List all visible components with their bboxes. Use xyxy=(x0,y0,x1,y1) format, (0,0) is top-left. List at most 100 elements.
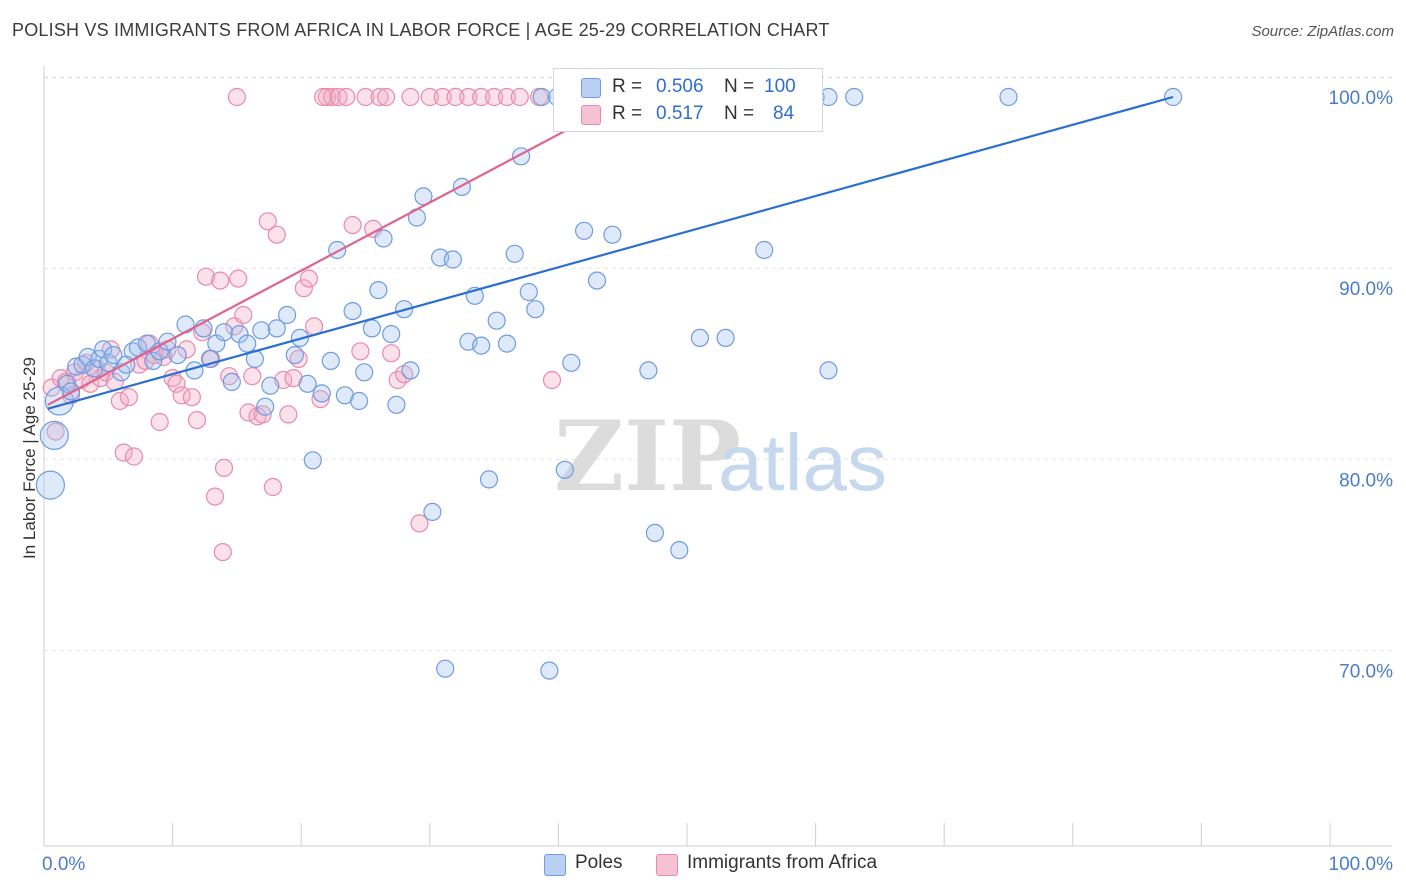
africa-point xyxy=(497,87,517,107)
africa-point xyxy=(329,87,348,107)
poles-point xyxy=(94,340,113,359)
poles-point xyxy=(562,353,581,372)
poles-point xyxy=(285,346,304,365)
poles-point xyxy=(526,300,545,319)
poles-trend-line xyxy=(47,95,1174,410)
poles-point xyxy=(252,321,271,340)
poles-point xyxy=(690,328,710,347)
africa-point xyxy=(258,212,277,231)
africa-point xyxy=(239,403,258,422)
poles-point xyxy=(261,376,280,395)
legend-n-value-poles: 100 xyxy=(764,76,796,97)
x-tick-label: 0.0% xyxy=(42,854,85,875)
africa-point xyxy=(351,342,370,361)
africa-point xyxy=(211,271,230,290)
legend-r-value-poles: 0.506 xyxy=(656,76,704,97)
x-tick-label: 100.0% xyxy=(1329,854,1394,875)
africa-point xyxy=(343,216,362,235)
africa-point xyxy=(510,87,529,107)
watermark: ZIP atlas xyxy=(554,400,887,513)
y-tick-label: 70.0% xyxy=(1339,662,1393,683)
poles-point xyxy=(78,347,97,367)
poles-point xyxy=(487,311,506,330)
poles-point xyxy=(238,334,257,353)
poles-point xyxy=(104,346,123,365)
poles-point xyxy=(555,460,574,479)
poles-point xyxy=(298,374,317,393)
africa-point xyxy=(150,412,169,432)
poles-point xyxy=(350,391,369,411)
poles-point xyxy=(819,361,838,380)
poles-point xyxy=(423,502,442,521)
y-tick-label: 90.0% xyxy=(1339,279,1393,300)
poles-point xyxy=(374,229,393,248)
poles-point xyxy=(312,384,331,403)
poles-point xyxy=(369,281,388,300)
poles-point xyxy=(519,282,538,302)
poles-point xyxy=(278,305,297,325)
poles-point xyxy=(35,470,66,500)
y-axis-title: In Labor Force | Age 25-29 xyxy=(20,357,39,559)
chart-title: POLISH VS IMMIGRANTS FROM AFRICA IN LABO… xyxy=(12,20,830,40)
poles-point xyxy=(303,451,322,470)
poles-point xyxy=(176,315,195,334)
poles-point xyxy=(222,372,241,391)
poles-point xyxy=(355,363,374,382)
poles-point xyxy=(230,325,249,344)
africa-point xyxy=(446,87,465,107)
africa-point xyxy=(234,305,253,325)
africa-point xyxy=(205,487,225,506)
poles-point xyxy=(321,351,340,370)
africa-point xyxy=(46,422,65,441)
correlation-legend: R = 0.506 N = 100 R = 0.517 N = 84 xyxy=(553,68,823,132)
africa-point xyxy=(337,87,356,107)
poles-point xyxy=(472,336,491,355)
y-tick-label: 100.0% xyxy=(1329,88,1394,109)
africa-point xyxy=(433,87,452,107)
africa-point xyxy=(214,458,234,477)
africa-point xyxy=(110,391,130,411)
africa-point xyxy=(114,443,133,462)
poles-point xyxy=(267,319,286,338)
poles-point xyxy=(436,659,455,678)
africa-point xyxy=(263,477,282,497)
poles-point xyxy=(39,420,69,450)
africa-point xyxy=(459,87,478,107)
africa-point xyxy=(227,87,246,107)
poles-point xyxy=(479,470,499,489)
africa-swatch-icon xyxy=(581,105,601,125)
africa-point xyxy=(382,344,401,363)
poles-legend-icon xyxy=(544,854,566,876)
africa-point xyxy=(243,367,262,386)
poles-point xyxy=(144,351,163,370)
poles-point xyxy=(639,361,658,380)
legend-row-africa: R = 0.517 N = 84 xyxy=(554,101,822,127)
poles-point xyxy=(382,325,401,344)
legend-n-label: N = xyxy=(724,76,755,97)
poles-point xyxy=(452,177,471,196)
africa-point xyxy=(119,388,138,407)
africa-point xyxy=(472,87,491,107)
poles-point xyxy=(505,244,524,263)
africa-point xyxy=(401,87,420,107)
africa-point xyxy=(279,405,298,424)
poles-point xyxy=(587,271,607,290)
africa-point xyxy=(167,374,186,393)
legend-r-label: R = xyxy=(612,76,643,97)
legend-r-value-africa: 0.517 xyxy=(656,103,704,124)
trend-lines xyxy=(47,95,1174,410)
africa-point xyxy=(229,269,248,288)
poles-point xyxy=(256,397,275,416)
poles-point xyxy=(401,361,420,380)
africa-point xyxy=(311,390,330,409)
poles-point xyxy=(387,395,406,414)
poles-point xyxy=(497,334,517,353)
africa-legend-label: Immigrants from Africa xyxy=(687,852,878,873)
africa-point xyxy=(267,225,286,244)
poles-point xyxy=(532,87,551,107)
poles-legend-label: Poles xyxy=(575,852,623,873)
legend-r-label: R = xyxy=(612,103,643,124)
poles-point xyxy=(214,323,234,342)
legend-row-poles: R = 0.506 N = 100 xyxy=(554,74,822,100)
